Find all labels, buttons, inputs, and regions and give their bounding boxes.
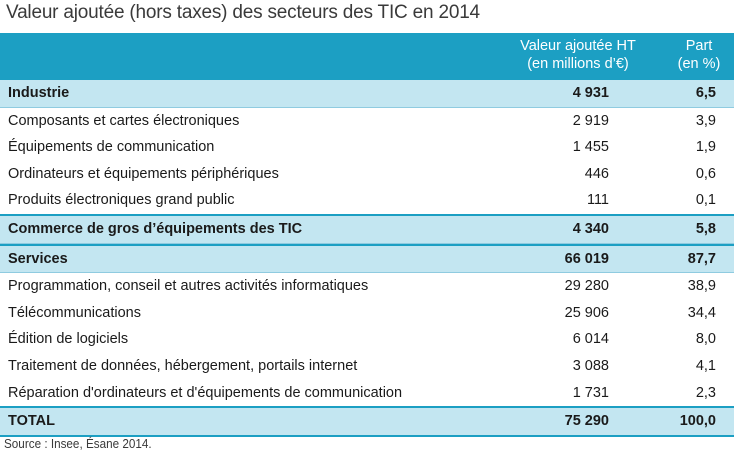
row-label: Équipements de communication [8,139,215,156]
row-value: 446 [584,165,609,182]
header-value-line1: Valeur ajoutée HT [520,38,636,54]
table-row: Télécommunications 25 906 34,4 [0,300,734,327]
table-row: Édition de logiciels 6 014 8,0 [0,326,734,353]
row-label: Composants et cartes électroniques [8,112,240,129]
table-row: Commerce de gros d’équipements des TIC 4… [0,213,734,244]
row-pct: 3,9 [695,112,716,129]
row-pct: 100,0 [679,413,716,430]
header-pct-line1: Part [685,38,713,54]
table-title: Valeur ajoutée (hors taxes) des secteurs… [6,2,480,23]
table-header: Valeur ajoutée HT (en millions d’€) Part… [0,33,734,78]
row-label: Télécommunications [8,304,141,321]
row-label: Traitement de données, hébergement, port… [8,357,358,374]
row-pct: 1,9 [695,139,716,156]
header-pct-column: Part (en %) [664,37,734,73]
row-value: 3 088 [572,357,609,374]
data-table: Valeur ajoutée HT (en millions d’€) Part… [0,33,734,437]
table-row: Équipements de communication 1 455 1,9 [0,134,734,161]
row-value: 75 290 [564,413,609,430]
row-pct: 8,0 [695,331,716,348]
row-pct: 4,1 [695,357,716,374]
row-label: Commerce de gros d’équipements des TIC [8,220,303,237]
header-value-column: Valeur ajoutée HT (en millions d’€) [503,37,653,73]
table-row: Traitement de données, hébergement, port… [0,353,734,380]
row-value: 4 931 [572,85,609,101]
row-value: 2 919 [572,112,609,129]
row-label: Réparation d'ordinateurs et d'équipement… [8,384,403,401]
table-row-total: TOTAL 75 290 100,0 [0,406,734,437]
row-pct: 0,1 [695,192,716,209]
row-pct: 87,7 [687,250,716,267]
source-note: Source : Insee, Ésane 2014. [4,436,152,451]
row-pct: 5,8 [695,220,716,237]
header-value-line2: (en millions d’€) [527,56,629,72]
row-value: 1 731 [572,384,609,401]
table-row: Produits électroniques grand public 111 … [0,187,734,214]
row-pct: 34,4 [687,304,716,321]
table-row: Réparation d'ordinateurs et d'équipement… [0,380,734,407]
row-value: 25 906 [564,304,609,321]
row-label: Programmation, conseil et autres activit… [8,278,369,295]
row-pct: 38,9 [687,278,716,295]
row-label: Services [8,250,68,267]
row-pct: 6,5 [695,85,716,101]
row-value: 66 019 [564,250,609,267]
table-row: Industrie 4 931 6,5 [0,78,734,108]
header-pct-line2: (en %) [677,56,721,72]
row-label: TOTAL [8,413,55,430]
row-value: 1 455 [572,139,609,156]
row-label: Édition de logiciels [8,331,129,348]
row-value: 29 280 [564,278,609,295]
row-pct: 2,3 [695,384,716,401]
table-row: Programmation, conseil et autres activit… [0,273,734,300]
row-label: Industrie [8,85,70,101]
row-value: 4 340 [572,220,609,237]
row-label: Produits électroniques grand public [8,192,235,209]
row-label: Ordinateurs et équipements périphériques [8,165,279,182]
row-value: 6 014 [572,331,609,348]
table-row: Composants et cartes électroniques 2 919… [0,108,734,135]
row-value: 111 [586,192,609,209]
row-pct: 0,6 [695,165,716,182]
table-row: Ordinateurs et équipements périphériques… [0,161,734,188]
table-row: Services 66 019 87,7 [0,243,734,274]
